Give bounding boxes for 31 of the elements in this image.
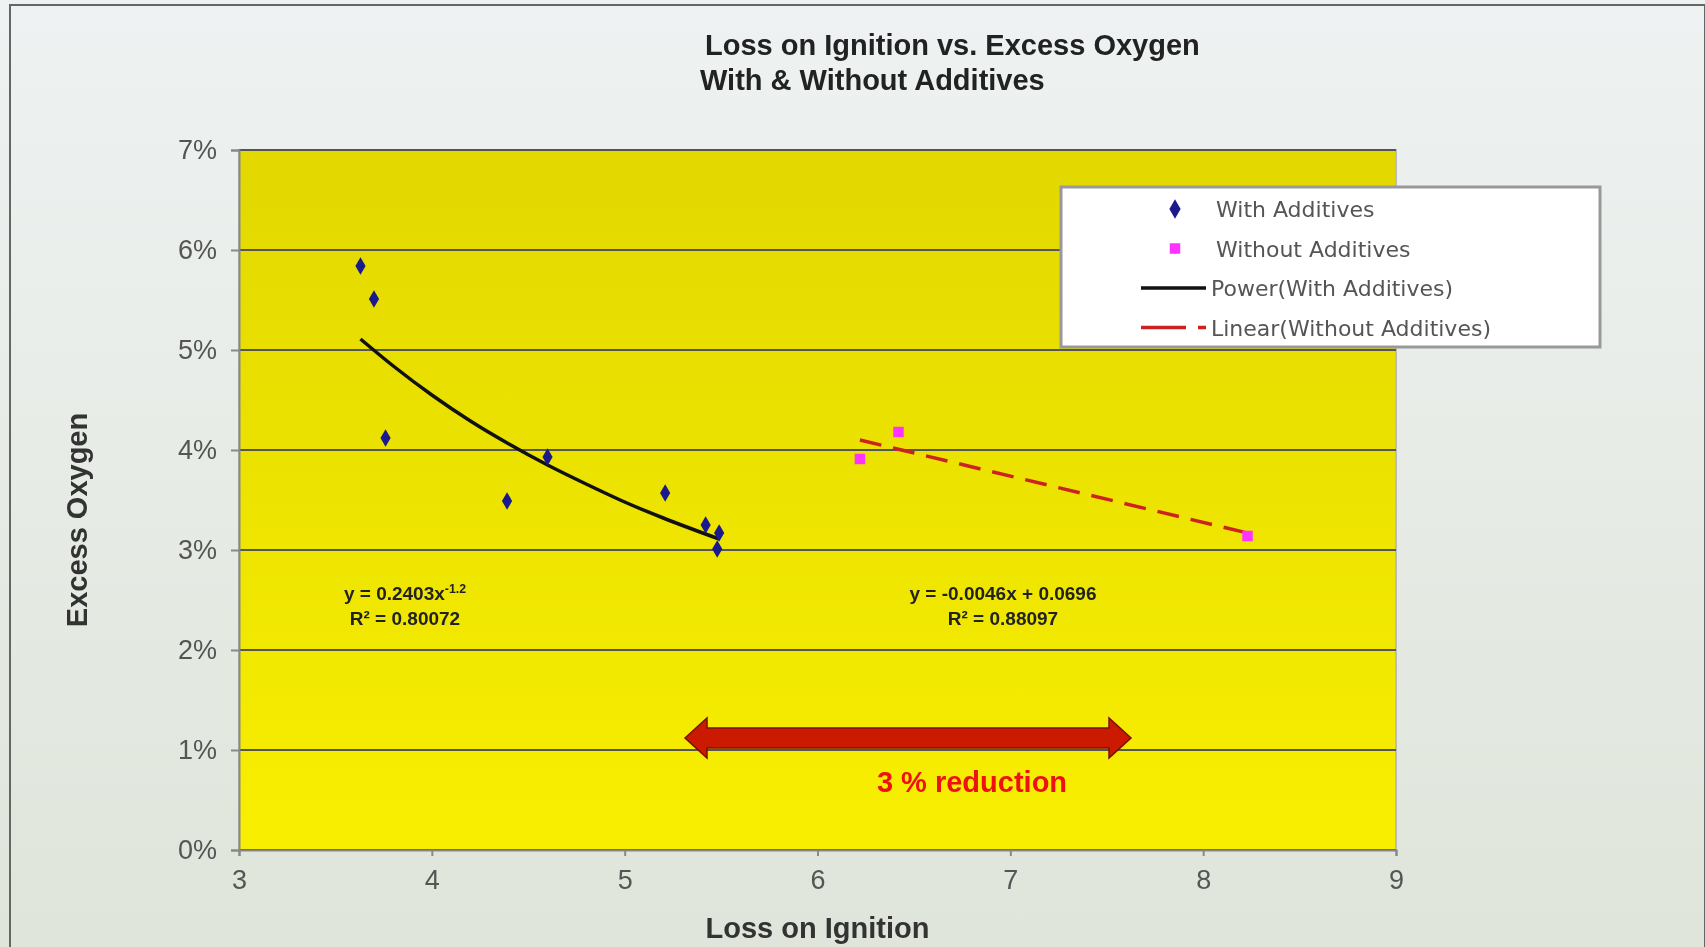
y-axis-title: Excess Oxygen bbox=[61, 412, 93, 628]
annotation: y = 0.2403x$^{-1.2}$ bbox=[343, 582, 467, 604]
x-tick-label: 4 bbox=[424, 865, 440, 896]
y-tick-label: 7% bbox=[177, 135, 217, 166]
point bbox=[893, 426, 904, 438]
point bbox=[854, 453, 866, 465]
y-tick-label: 3% bbox=[177, 535, 217, 566]
legend-label: With Additives bbox=[1216, 197, 1375, 222]
x-tick-label: 8 bbox=[1196, 865, 1212, 896]
y-tick-label: 0% bbox=[177, 835, 217, 866]
point bbox=[1242, 530, 1253, 542]
y-tick-label: 2% bbox=[177, 635, 217, 666]
legend-label: Without Additives bbox=[1216, 236, 1411, 262]
annotation: R² = 0.88097 bbox=[947, 608, 1059, 629]
y-tick-label: 6% bbox=[177, 235, 217, 266]
legend-label: Power(With Additives) bbox=[1211, 276, 1454, 301]
annotation: y = -0.0046x + 0.0696 bbox=[909, 583, 1097, 604]
x-tick-label: 7 bbox=[1003, 865, 1019, 896]
y-tick-label: 5% bbox=[177, 335, 217, 366]
y-tick-label: 1% bbox=[177, 735, 217, 766]
x-tick-label: 3 bbox=[231, 865, 248, 896]
legend-label: Linear(Without Additives) bbox=[1211, 315, 1491, 341]
chart-subtitle: With & Without Additives bbox=[700, 64, 1045, 96]
annotation: R² = 0.80072 bbox=[349, 608, 461, 629]
chart-title: Loss on Ignition vs. Excess Oxygen bbox=[705, 29, 1200, 61]
x-tick-label: 9 bbox=[1388, 865, 1405, 896]
x-tick-label: 5 bbox=[617, 865, 633, 896]
x-tick-label: 6 bbox=[810, 865, 826, 896]
annotation: 3 % reduction bbox=[876, 766, 1068, 798]
y-tick-label: 4% bbox=[177, 435, 217, 466]
x-axis-title: Loss on Ignition bbox=[705, 912, 930, 944]
